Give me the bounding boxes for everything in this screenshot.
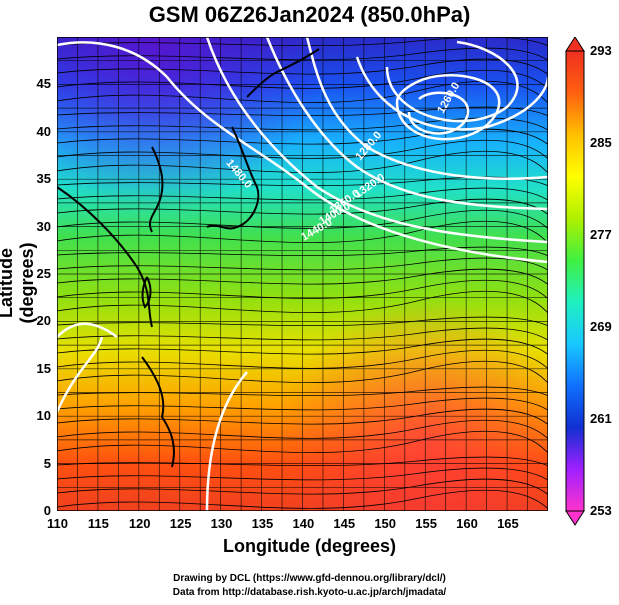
streamline xyxy=(57,187,548,201)
streamline xyxy=(57,419,548,439)
colorbar xyxy=(565,37,585,526)
x-tick-label: 110 xyxy=(47,516,68,531)
streamline xyxy=(57,257,548,271)
streamline xyxy=(57,290,548,314)
y-tick-label: 15 xyxy=(36,360,51,376)
contour-line xyxy=(265,37,548,211)
japan-coast xyxy=(206,126,260,230)
streamline xyxy=(57,478,548,495)
credit-data: Data from http://database.rish.kyoto-u.a… xyxy=(172,587,447,598)
contour-line xyxy=(57,322,118,339)
colorbar-max-arrow xyxy=(565,37,585,52)
streamline xyxy=(57,69,548,89)
x-tick-label: 160 xyxy=(456,516,478,531)
streamline xyxy=(57,467,548,481)
y-tick-label: 45 xyxy=(36,76,51,92)
x-tick-label: 140 xyxy=(292,516,315,531)
streamline xyxy=(57,279,548,299)
streamline xyxy=(57,408,548,425)
wind-streamlines xyxy=(57,37,548,509)
colorbar-min-arrow xyxy=(565,510,585,526)
streamline xyxy=(57,58,548,75)
streamline xyxy=(57,489,548,509)
china-coast xyxy=(57,186,153,328)
streamline xyxy=(57,117,548,131)
taiwan-coast xyxy=(141,276,152,309)
colorbar-tick-label: 277 xyxy=(590,227,612,242)
x-tick-label: 120 xyxy=(128,516,151,531)
contour-line xyxy=(205,371,248,511)
streamline xyxy=(57,316,548,327)
streamline xyxy=(57,327,548,341)
streamline xyxy=(57,246,548,257)
streamline xyxy=(57,456,548,467)
y-tick-label: 10 xyxy=(36,408,51,424)
streamline xyxy=(57,37,548,47)
streamline xyxy=(57,209,548,229)
y-tick-label: 30 xyxy=(36,218,51,234)
y-tick-label: 40 xyxy=(36,123,51,139)
colorbar-tick-label: 269 xyxy=(590,319,612,334)
x-tick-label: 155 xyxy=(415,516,437,531)
streamline xyxy=(57,150,548,174)
streamline xyxy=(57,176,548,187)
map-plot xyxy=(57,37,548,511)
x-tick-label: 115 xyxy=(87,516,109,531)
streamline xyxy=(57,349,548,369)
x-tick-label: 125 xyxy=(169,516,192,531)
contour-line xyxy=(305,37,548,180)
y-tick-label: 35 xyxy=(36,171,51,187)
streamline xyxy=(57,397,548,411)
colorbar-gradient xyxy=(565,50,585,512)
streamline xyxy=(57,128,548,145)
y-axis-label: Latitude (degrees) xyxy=(0,242,37,324)
x-axis-label: Longitude (degrees) xyxy=(222,536,396,556)
philippines-coast xyxy=(141,356,175,468)
y-tick-label: 20 xyxy=(36,313,51,329)
coastlines xyxy=(57,48,320,468)
colorbar-tick-label: 261 xyxy=(590,411,612,426)
x-tick-label: 135 xyxy=(251,516,274,531)
streamline xyxy=(57,268,548,285)
streamline xyxy=(57,338,548,355)
streamline xyxy=(57,386,548,397)
streamline xyxy=(57,47,548,61)
x-tick-label: 145 xyxy=(333,516,356,531)
contour-line xyxy=(355,56,548,131)
height-contours xyxy=(57,37,548,511)
y-tick-label: 0 xyxy=(43,503,51,518)
x-tick-label: 165 xyxy=(497,516,519,531)
contour-line xyxy=(57,41,548,264)
x-tick-label: 130 xyxy=(210,516,233,531)
x-tick-label: 150 xyxy=(374,516,397,531)
streamline xyxy=(57,430,548,454)
credit-drawing: Drawing by DCL (https://www.gfd-dennou.o… xyxy=(173,573,446,584)
contour-line xyxy=(395,74,501,141)
korea-coast xyxy=(148,146,164,233)
colorbar-tick-label: 285 xyxy=(590,135,612,150)
contour-line xyxy=(205,37,548,244)
contour-line xyxy=(385,40,519,123)
contour-line xyxy=(407,91,470,135)
streamline xyxy=(57,220,548,244)
chart-title: GSM 06Z26Jan2024 (850.0hPa) xyxy=(148,2,471,27)
y-tick-label: 25 xyxy=(36,266,51,281)
streamline xyxy=(57,106,548,117)
colorbar-tick-label: 293 xyxy=(590,43,612,58)
colorbar-tick-label: 253 xyxy=(590,503,612,518)
y-tick-label: 5 xyxy=(43,455,51,471)
kuril-coast xyxy=(246,48,320,98)
contour-line xyxy=(57,336,104,413)
